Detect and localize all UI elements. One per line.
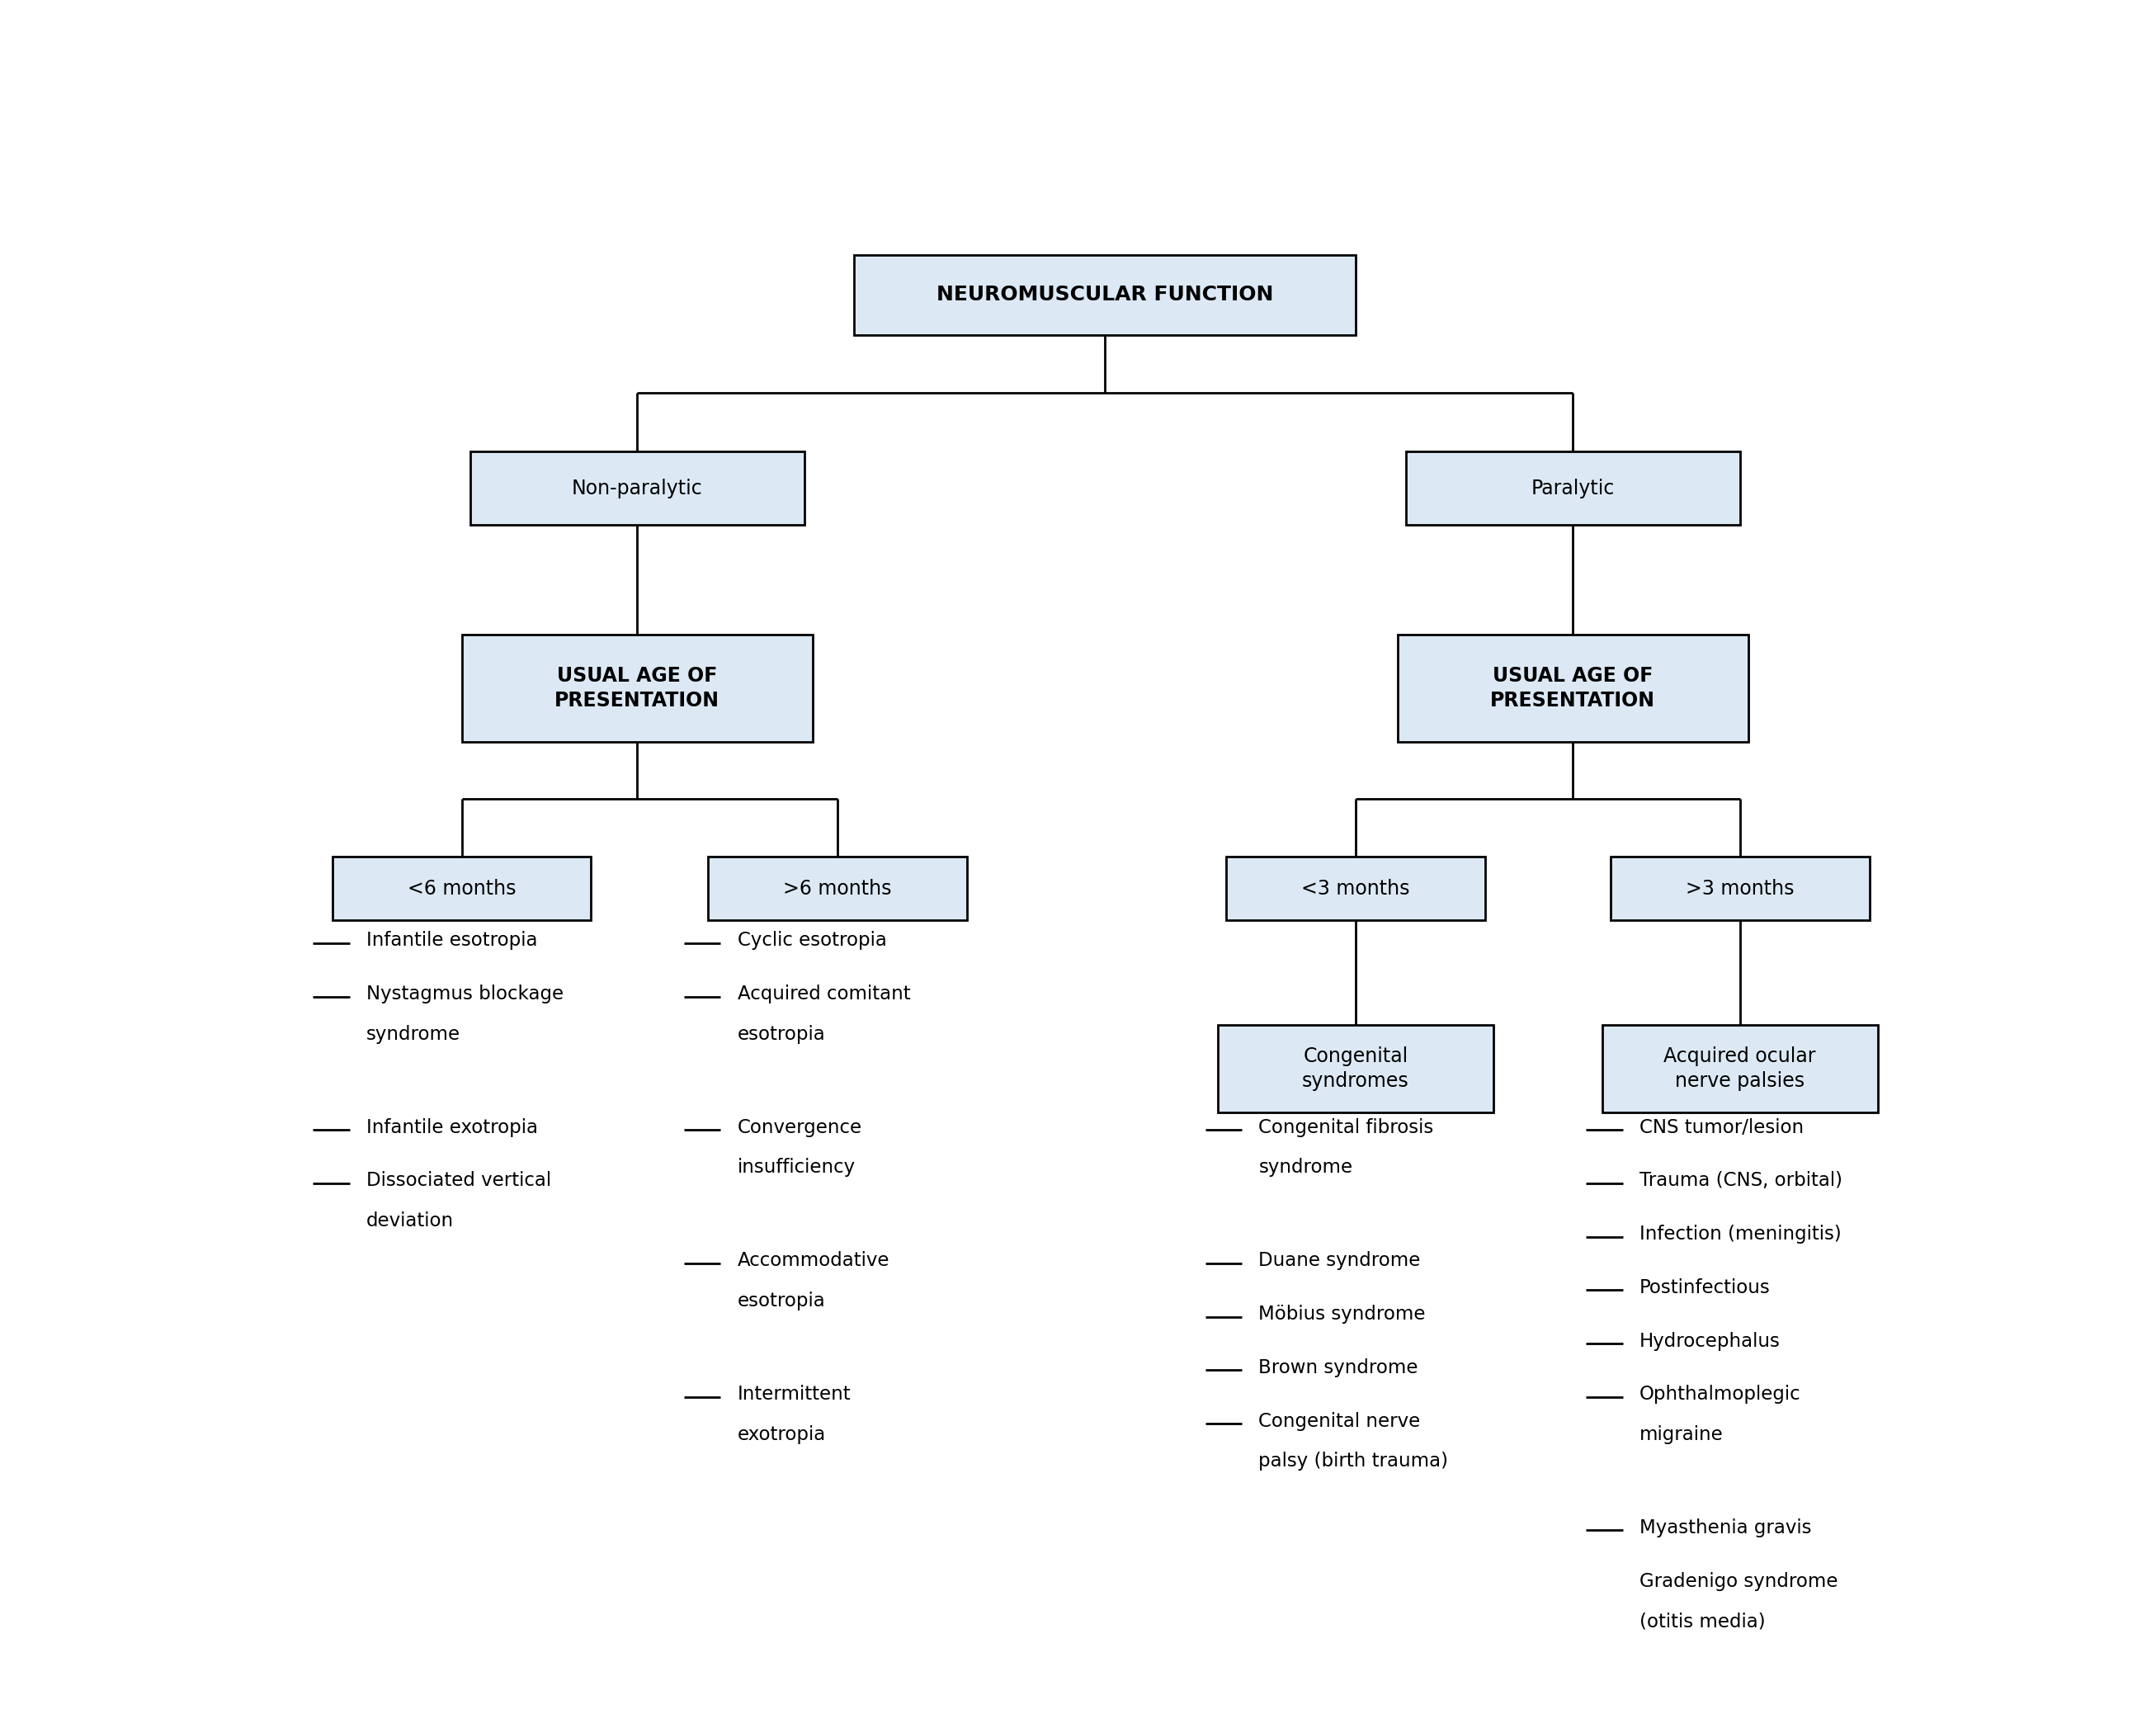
- Text: USUAL AGE OF
PRESENTATION: USUAL AGE OF PRESENTATION: [1490, 665, 1656, 711]
- Text: Infantile exotropia: Infantile exotropia: [367, 1118, 539, 1137]
- Bar: [1218, 1026, 1494, 1113]
- Text: Infantile esotropia: Infantile esotropia: [367, 931, 537, 950]
- Text: Möbius syndrome: Möbius syndrome: [1259, 1305, 1425, 1324]
- Text: Acquired ocular
nerve palsies: Acquired ocular nerve palsies: [1664, 1047, 1815, 1090]
- Text: NEUROMUSCULAR FUNCTION: NEUROMUSCULAR FUNCTION: [936, 284, 1274, 305]
- Text: exotropia: exotropia: [737, 1425, 826, 1444]
- Text: Trauma (CNS, orbital): Trauma (CNS, orbital): [1641, 1172, 1843, 1191]
- Text: Convergence: Convergence: [737, 1118, 862, 1137]
- Text: Non-paralytic: Non-paralytic: [571, 478, 703, 497]
- Text: Hydrocephalus: Hydrocephalus: [1641, 1331, 1781, 1350]
- Text: Accommodative: Accommodative: [737, 1251, 890, 1270]
- Bar: [1397, 634, 1749, 742]
- Text: Dissociated vertical: Dissociated vertical: [367, 1172, 552, 1191]
- Text: palsy (birth trauma): palsy (birth trauma): [1259, 1452, 1449, 1471]
- Text: CNS tumor/lesion: CNS tumor/lesion: [1641, 1118, 1805, 1137]
- Text: Gradenigo syndrome: Gradenigo syndrome: [1641, 1572, 1839, 1591]
- Bar: [1227, 856, 1485, 920]
- Text: esotropia: esotropia: [737, 1024, 826, 1043]
- Text: >3 months: >3 months: [1686, 879, 1794, 898]
- Text: Duane syndrome: Duane syndrome: [1259, 1251, 1421, 1270]
- Bar: [470, 452, 804, 525]
- Text: Congenital fibrosis: Congenital fibrosis: [1259, 1118, 1434, 1137]
- Text: >6 months: >6 months: [783, 879, 893, 898]
- Text: Paralytic: Paralytic: [1531, 478, 1615, 497]
- Bar: [854, 255, 1356, 334]
- Text: esotropia: esotropia: [737, 1291, 826, 1310]
- Text: migraine: migraine: [1641, 1425, 1723, 1444]
- Text: Acquired comitant: Acquired comitant: [737, 984, 910, 1003]
- Text: Postinfectious: Postinfectious: [1641, 1279, 1770, 1296]
- Bar: [1611, 856, 1869, 920]
- Text: Ophthalmoplegic: Ophthalmoplegic: [1641, 1385, 1800, 1404]
- Bar: [461, 634, 813, 742]
- Text: Congenital
syndromes: Congenital syndromes: [1302, 1047, 1410, 1090]
- Text: Nystagmus blockage: Nystagmus blockage: [367, 984, 563, 1003]
- Bar: [1602, 1026, 1878, 1113]
- Text: syndrome: syndrome: [1259, 1158, 1352, 1177]
- Bar: [332, 856, 591, 920]
- Text: <6 months: <6 months: [407, 879, 515, 898]
- Text: syndrome: syndrome: [367, 1024, 461, 1043]
- Text: USUAL AGE OF
PRESENTATION: USUAL AGE OF PRESENTATION: [554, 665, 720, 711]
- Text: <3 months: <3 months: [1302, 879, 1410, 898]
- Text: Brown syndrome: Brown syndrome: [1259, 1359, 1419, 1378]
- Bar: [1406, 452, 1740, 525]
- Text: Intermittent: Intermittent: [737, 1385, 852, 1404]
- Text: deviation: deviation: [367, 1211, 455, 1230]
- Text: Infection (meningitis): Infection (meningitis): [1641, 1225, 1841, 1244]
- Bar: [707, 856, 968, 920]
- Text: (otitis media): (otitis media): [1641, 1612, 1766, 1631]
- Text: insufficiency: insufficiency: [737, 1158, 856, 1177]
- Text: Cyclic esotropia: Cyclic esotropia: [737, 931, 886, 950]
- Text: Myasthenia gravis: Myasthenia gravis: [1641, 1518, 1811, 1537]
- Text: Congenital nerve: Congenital nerve: [1259, 1412, 1421, 1430]
